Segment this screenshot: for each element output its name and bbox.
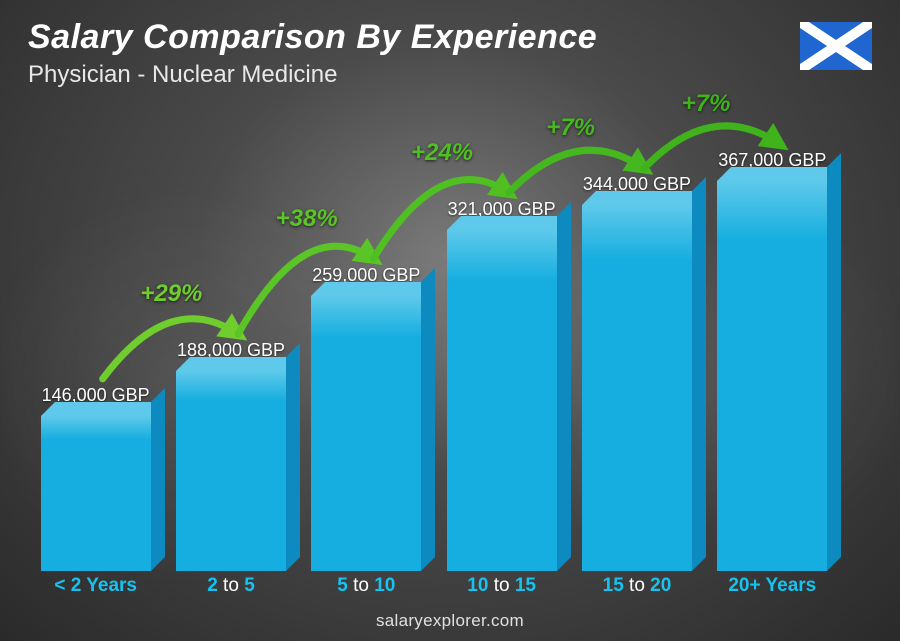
bar-front	[717, 181, 827, 571]
page-subtitle: Physician - Nuclear Medicine	[28, 61, 597, 89]
bar-top-face	[717, 167, 841, 181]
bar-top-face	[582, 191, 706, 205]
bar	[176, 371, 286, 571]
increment-pct-label: +7%	[682, 90, 731, 118]
bar-top-face	[41, 402, 165, 416]
bar-slot: 259,000 GBP	[305, 265, 428, 571]
bar	[41, 416, 151, 571]
bar-top-face	[311, 282, 435, 296]
bar-front	[311, 296, 421, 571]
bar-side-face	[151, 388, 165, 571]
increment-pct-label: +38%	[276, 205, 338, 233]
bar-top-face	[447, 216, 571, 230]
bar-top-face	[176, 357, 300, 371]
bar-side-face	[827, 153, 841, 571]
bar	[311, 296, 421, 571]
bar-slot: 188,000 GBP	[169, 340, 292, 571]
page-title: Salary Comparison By Experience	[28, 18, 597, 57]
bar	[582, 205, 692, 571]
increment-pct-label: +7%	[546, 114, 595, 142]
bar-side-face	[421, 268, 435, 571]
bar-chart: 146,000 GBP188,000 GBP259,000 GBP321,000…	[28, 131, 840, 571]
x-axis: < 2 Years 2 to 5 5 to 10 10 to 15 15 to 20 20…	[28, 575, 840, 597]
bar-slot: 321,000 GBP	[440, 199, 563, 571]
x-axis-label: < 2 Years	[34, 575, 157, 597]
bar-front	[582, 205, 692, 571]
x-axis-label: 5 to 10	[305, 575, 428, 597]
x-axis-label: 15 to 20	[575, 575, 698, 597]
bar-side-face	[557, 202, 571, 571]
x-axis-label: 10 to 15	[440, 575, 563, 597]
x-axis-label: 20+ Years	[711, 575, 834, 597]
bar-side-face	[692, 177, 706, 571]
bar-front	[447, 230, 557, 571]
bar-side-face	[286, 343, 300, 571]
footer-credit: salaryexplorer.com	[0, 611, 900, 631]
bar-slot: 344,000 GBP	[575, 174, 698, 571]
scotland-flag-icon	[800, 22, 872, 70]
increment-pct-label: +29%	[140, 280, 202, 308]
header: Salary Comparison By Experience Physicia…	[28, 18, 597, 89]
bar-front	[176, 371, 286, 571]
increment-pct-label: +24%	[411, 139, 473, 167]
bar-slot: 146,000 GBP	[34, 385, 157, 571]
x-axis-label: 2 to 5	[169, 575, 292, 597]
bar	[717, 181, 827, 571]
bar	[447, 230, 557, 571]
bar-slot: 367,000 GBP	[711, 150, 834, 571]
bar-front	[41, 416, 151, 571]
